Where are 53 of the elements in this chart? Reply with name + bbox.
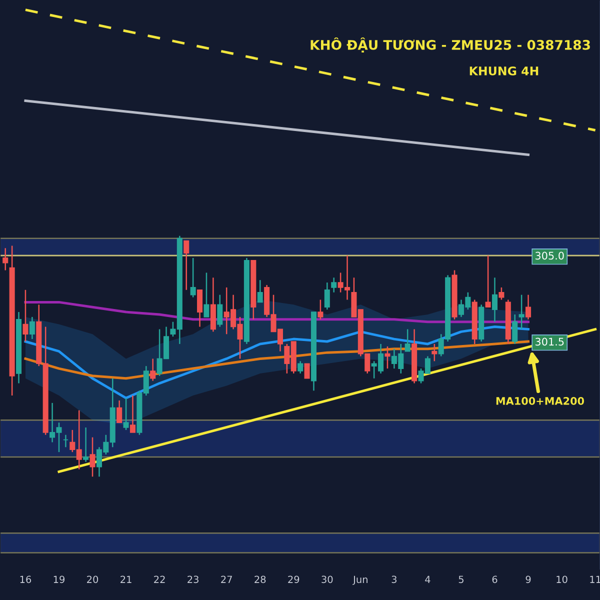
candlestick (331, 277, 337, 293)
candlestick (116, 400, 122, 424)
candlestick (123, 397, 129, 431)
candlestick (404, 328, 410, 352)
x-tick-label: Jun (352, 576, 368, 585)
candlestick (2, 248, 8, 271)
x-tick-label: 30 (322, 576, 333, 584)
x-tick-label: 23 (188, 576, 198, 584)
x-tick-label: 27 (221, 576, 232, 583)
candlestick (83, 426, 89, 463)
candlestick (485, 254, 491, 308)
x-tick-label: 28 (254, 576, 266, 584)
candlestick (318, 299, 324, 320)
x-tick-label: 5 (458, 576, 464, 584)
x-tick-label: 3 (392, 576, 397, 584)
x-tick-label: 9 (526, 576, 531, 584)
candlestick (29, 316, 35, 340)
candlestick (204, 272, 210, 318)
x-tick-label: 22 (154, 576, 165, 583)
x-tick-label: 10 (556, 576, 568, 584)
candlestick (498, 286, 504, 300)
candlestick (90, 436, 96, 478)
candlestick (190, 257, 196, 298)
candlestick (304, 363, 310, 379)
text: KHÔ ĐẬU TƯƠNG - ZMEU25 - 0387183 (310, 37, 590, 53)
y-tick-label: 301.5 (536, 338, 564, 346)
x-tick-label: 29 (288, 576, 300, 584)
x-tick-label: 4 (425, 576, 430, 583)
candlestick (324, 282, 330, 310)
x-tick-label: 21 (120, 576, 132, 583)
x-tick-label: 20 (87, 576, 98, 584)
text: KHUNG 4H (470, 66, 538, 76)
candlestick (184, 240, 190, 291)
candlestick (526, 294, 532, 320)
candlestick (518, 294, 524, 330)
candlestick (217, 294, 223, 328)
candlestick (257, 279, 263, 303)
y-tick-label: 305.0 (536, 252, 564, 260)
candlestick (432, 343, 438, 362)
candlestick (150, 358, 156, 382)
candlestick (197, 289, 203, 328)
candlestick (384, 346, 390, 370)
line-series (24, 340, 530, 380)
annotation: MA100+MA200 (496, 396, 584, 405)
x-tick-label: 19 (54, 576, 64, 584)
x-tick-label: 6 (492, 576, 498, 584)
candlestick (492, 277, 498, 322)
candlestick (512, 314, 518, 345)
candlestick (130, 394, 136, 434)
candlestick (298, 360, 304, 374)
x-tick-label: 16 (20, 576, 32, 584)
candlestick (22, 289, 28, 342)
candlestick (62, 434, 68, 448)
